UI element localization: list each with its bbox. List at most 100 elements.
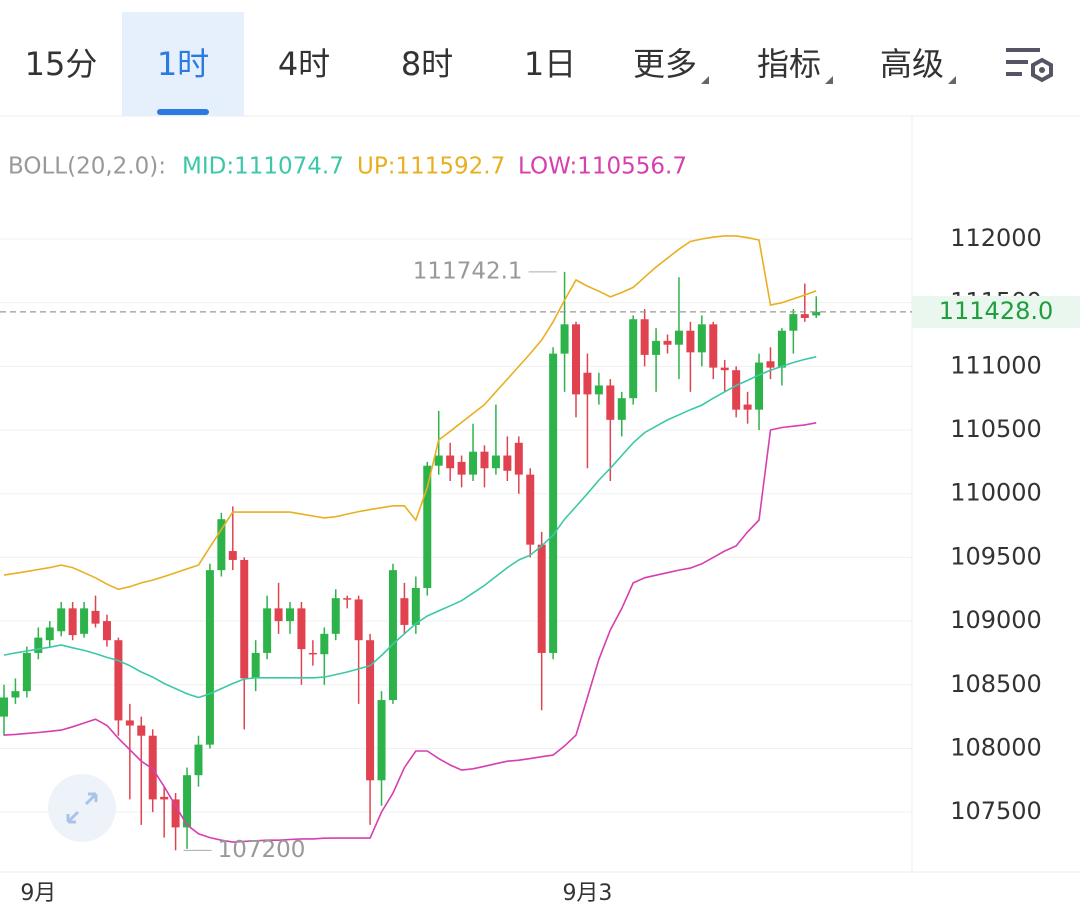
candle-body [446,455,455,469]
tab[interactable]: 指标 [757,45,821,83]
tab[interactable]: 更多 [633,45,697,83]
y-tick-label: 108500 [950,670,1042,698]
dropdown-caret [825,76,833,84]
candle-body [629,319,638,399]
expand-icon [66,792,98,824]
candle-body [240,559,249,679]
candle-body [549,353,558,653]
candle-body [148,735,157,800]
dropdown-caret [948,76,956,84]
candle-body [102,621,111,641]
candle-body [617,398,626,420]
y-tick-label: 109500 [950,542,1042,570]
min-annotation: 107200 [218,837,306,863]
last-price-label: 111428.0 [939,297,1054,325]
candle-body [22,652,31,692]
candle-body [560,324,569,354]
candle-body [743,404,752,410]
active-tab-bg [122,12,244,116]
candle-body [205,570,214,745]
tab[interactable]: 4时 [278,45,330,83]
icon-dot [1039,67,1045,73]
x-tick-label: 9月 [20,881,56,906]
candle-body [697,324,706,353]
icon-bar [1006,72,1022,76]
candle-body [263,608,272,653]
candle-body [194,744,203,776]
candle-body [503,455,512,471]
tab[interactable]: 8时 [401,45,453,83]
tab[interactable]: 高级 [880,45,944,83]
y-tick-label: 110000 [950,479,1042,507]
candle-body [114,640,123,721]
y-tick-label: 112000 [950,224,1042,252]
candle-body [183,775,192,828]
candle-body [377,700,386,781]
candle-body [308,652,317,655]
settings-icon[interactable] [1006,48,1053,83]
candle-body [583,372,592,395]
candle-body [526,474,535,545]
indicator-label: BOLL(20,2.0): [8,154,166,180]
legend-item: UP:111592.7 [357,154,505,180]
candle-body [11,691,20,698]
boll-line [3,235,817,591]
candle-body [606,385,615,420]
candle-body [125,720,134,726]
candle-body [354,599,363,641]
candle-body [491,455,500,469]
tab[interactable]: 15分 [25,45,98,83]
y-tick-label: 110500 [950,415,1042,443]
candle-body [572,324,580,395]
icon-hex [1031,57,1053,83]
candle-body [469,451,478,475]
candle-body [732,370,741,410]
candle-body [411,587,420,625]
y-tick-label: 109000 [950,606,1042,634]
candle-body [537,544,546,653]
candle-body [343,598,352,600]
icon-bar [1006,60,1028,64]
candle-body [514,442,523,475]
candle-body [57,608,66,632]
candle-body [457,461,466,475]
legend-item: LOW:110556.7 [518,154,687,180]
candle-body [80,608,89,634]
candle-body [137,725,146,736]
active-tab-indicator [157,109,209,115]
candle-body [594,385,603,395]
y-tick-label: 111000 [950,351,1042,379]
candle-body [812,311,821,316]
candle-body [777,330,786,368]
candle-body [388,570,397,701]
expand-button[interactable] [48,774,116,842]
candle-body [720,367,729,371]
plot: 107500 108000 108500 109000 109500 110000 1105… [0,154,1080,906]
candle-body [34,637,43,653]
icon-bar [1006,48,1040,52]
tab-bar: 15分 1时 4时 8时 1日 更多 指标 高级 [25,12,956,116]
x-tick-label: 9月3 [562,881,612,906]
candle-body [423,465,432,588]
candle-body [674,330,683,345]
max-annotation: 111742.1 [413,258,523,284]
candle-body [755,362,764,410]
candle-body [652,340,661,355]
candle-body [800,314,809,318]
candle-body [366,640,375,781]
candle-body [434,455,443,466]
candle-body [297,608,306,650]
candle-body [91,610,100,624]
tab[interactable]: 1日 [524,45,576,83]
button-bg [48,774,116,842]
tab[interactable]: 1时 [157,45,209,83]
boll-line [3,356,817,699]
candle-body [228,551,237,560]
candle-body [68,608,77,636]
candle-body [686,330,695,353]
candle-body [709,324,718,368]
y-tick-label: 107500 [950,797,1042,825]
candle-body [251,652,260,679]
